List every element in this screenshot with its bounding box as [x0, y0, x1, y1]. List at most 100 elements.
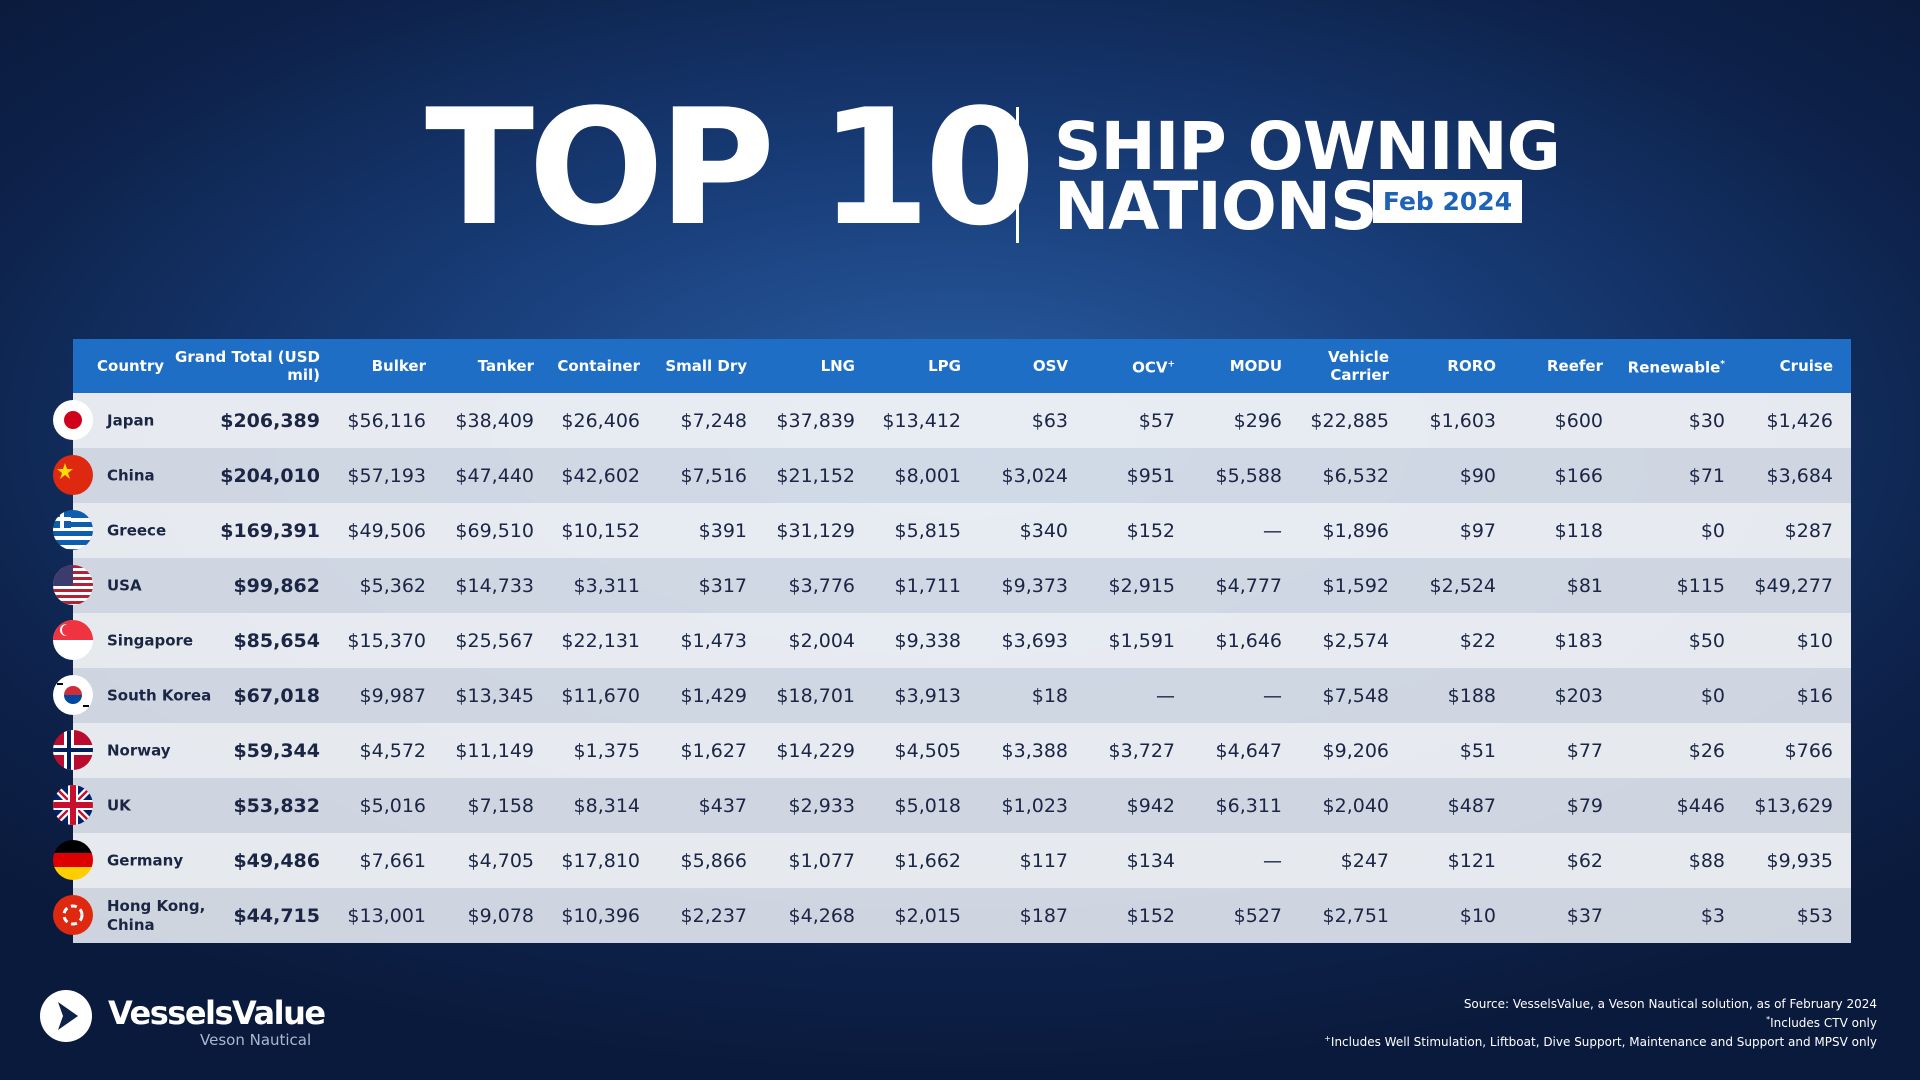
flag — [53, 675, 93, 715]
value-cell: $10,396 — [561, 904, 640, 927]
value-cell: $38,409 — [455, 409, 534, 432]
value-cell: $9,373 — [1001, 574, 1068, 597]
value-cell: $1,646 — [1215, 629, 1282, 652]
column-header: OCV+ — [1076, 356, 1175, 377]
note-mark: * — [1766, 1015, 1771, 1024]
subtitle: SHIP OWNING — [1054, 108, 1561, 185]
table-row: UK $53,832 $5,016 $7,158 $8,314 $437 $2,933 $5,… — [53, 778, 1851, 833]
country-name: UK — [107, 796, 131, 814]
value-cell: $53,832 — [233, 794, 320, 817]
value-cell: $22,885 — [1310, 409, 1389, 432]
title: TOP 10 — [425, 74, 1036, 261]
value-cell: $169,391 — [220, 519, 320, 542]
value-cell: $340 — [1019, 519, 1068, 542]
value-cell: $49,277 — [1754, 574, 1833, 597]
value-cell: $90 — [1459, 464, 1496, 487]
value-cell: $3,693 — [1001, 629, 1068, 652]
value-cell: $188 — [1447, 684, 1496, 707]
value-cell: $13,001 — [347, 904, 426, 927]
value-cell: $77 — [1566, 739, 1603, 762]
column-header: OSV — [1032, 357, 1068, 375]
value-cell: $3,727 — [1108, 739, 1175, 762]
column-header: Reefer — [1547, 357, 1603, 375]
table-row: USA $99,862 $5,362 $14,733 $3,311 $317 $3,776 $… — [53, 558, 1851, 613]
value-cell: $97 — [1459, 519, 1496, 542]
value-cell: $1,077 — [788, 849, 855, 872]
value-cell: $2,237 — [680, 904, 747, 927]
value-cell: $134 — [1126, 849, 1175, 872]
value-cell: $2,004 — [788, 629, 855, 652]
flag — [53, 785, 93, 825]
value-cell: $85,654 — [233, 629, 320, 652]
value-cell: $1,591 — [1108, 629, 1175, 652]
value-cell: $2,524 — [1429, 574, 1496, 597]
brand: VesselsValue — [108, 994, 326, 1032]
subtitle: NATIONS — [1054, 168, 1378, 245]
value-cell: — — [1156, 684, 1175, 707]
value-cell: $3,311 — [573, 574, 640, 597]
value-cell: $57,193 — [347, 464, 426, 487]
value-cell: $5,815 — [894, 519, 961, 542]
column-header: LNG — [820, 357, 855, 375]
value-cell: $446 — [1676, 794, 1725, 817]
table-row: South Korea $67,018 $9,987 $13,345 $11,670 $1… — [53, 668, 1851, 723]
value-cell: $49,486 — [233, 849, 320, 872]
value-cell: $63 — [1031, 409, 1068, 432]
table-row: Hong Kong, China $44,715 $13,001 $9,078 $10,… — [53, 888, 1851, 943]
value-cell: $4,572 — [359, 739, 426, 762]
flag — [53, 565, 93, 605]
country-name: Greece — [107, 521, 167, 539]
value-cell: $21,152 — [776, 464, 855, 487]
flag — [53, 510, 93, 550]
value-cell: $37,839 — [776, 409, 855, 432]
value-cell: $5,588 — [1215, 464, 1282, 487]
value-cell: — — [1263, 849, 1282, 872]
value-cell: $247 — [1340, 849, 1389, 872]
column-label: Renewable — [1627, 358, 1721, 377]
country-name: USA — [107, 576, 142, 594]
flag — [53, 400, 93, 440]
column-header: Vehicle Carrier — [1328, 348, 1389, 384]
value-cell: $187 — [1019, 904, 1068, 927]
brand-sub: Veson Nautical — [200, 1031, 312, 1049]
column-header: Grand Total (USD mil) — [175, 348, 320, 384]
value-cell: $25,567 — [455, 629, 534, 652]
value-cell: $1,426 — [1766, 409, 1833, 432]
value-cell: — — [1263, 684, 1282, 707]
table-row: Germany $49,486 $7,661 $4,705 $17,810 $5,866 $… — [53, 833, 1851, 888]
value-cell: $487 — [1447, 794, 1496, 817]
flag — [53, 620, 93, 660]
value-cell: $30 — [1688, 409, 1725, 432]
table-row: Norway $59,344 $4,572 $11,149 $1,375 $1,627 $1… — [53, 723, 1851, 778]
value-cell: $26,406 — [561, 409, 640, 432]
column-header: Small Dry — [665, 357, 747, 375]
value-cell: $9,338 — [894, 629, 961, 652]
value-cell: $11,670 — [561, 684, 640, 707]
table-row: Japan $206,389 $56,116 $38,409 $26,406 $7,248… — [53, 393, 1851, 448]
value-cell: $37 — [1566, 904, 1603, 927]
value-cell: $14,733 — [455, 574, 534, 597]
value-cell: $1,473 — [680, 629, 747, 652]
value-cell: $1,603 — [1429, 409, 1496, 432]
value-cell: $3,913 — [894, 684, 961, 707]
note: +Includes Well Stimulation, Liftboat, Di… — [1324, 1031, 1877, 1050]
flag — [53, 455, 93, 495]
value-cell: $115 — [1676, 574, 1725, 597]
value-cell: $10 — [1459, 904, 1496, 927]
value-cell: $766 — [1784, 739, 1833, 762]
value-cell: $3,776 — [788, 574, 855, 597]
value-cell: $1,896 — [1322, 519, 1389, 542]
value-cell: $0 — [1700, 519, 1725, 542]
column-header: Cruise — [1779, 357, 1833, 375]
table-row: China $204,010 $57,193 $47,440 $42,602 $7,516… — [53, 448, 1851, 503]
date-badge: Feb 2024 — [1373, 180, 1522, 223]
value-cell: $2,574 — [1322, 629, 1389, 652]
notes: Source: VesselsValue, a Veson Nautical s… — [1324, 997, 1877, 1050]
table-row: Greece $169,391 $49,506 $69,510 $10,152 $391 $… — [53, 503, 1851, 558]
column-label: OCV — [1132, 358, 1168, 377]
value-cell: $1,627 — [680, 739, 747, 762]
value-cell: $62 — [1566, 849, 1603, 872]
value-cell: $1,592 — [1322, 574, 1389, 597]
value-cell: $69,510 — [455, 519, 534, 542]
value-cell: $7,516 — [680, 464, 747, 487]
